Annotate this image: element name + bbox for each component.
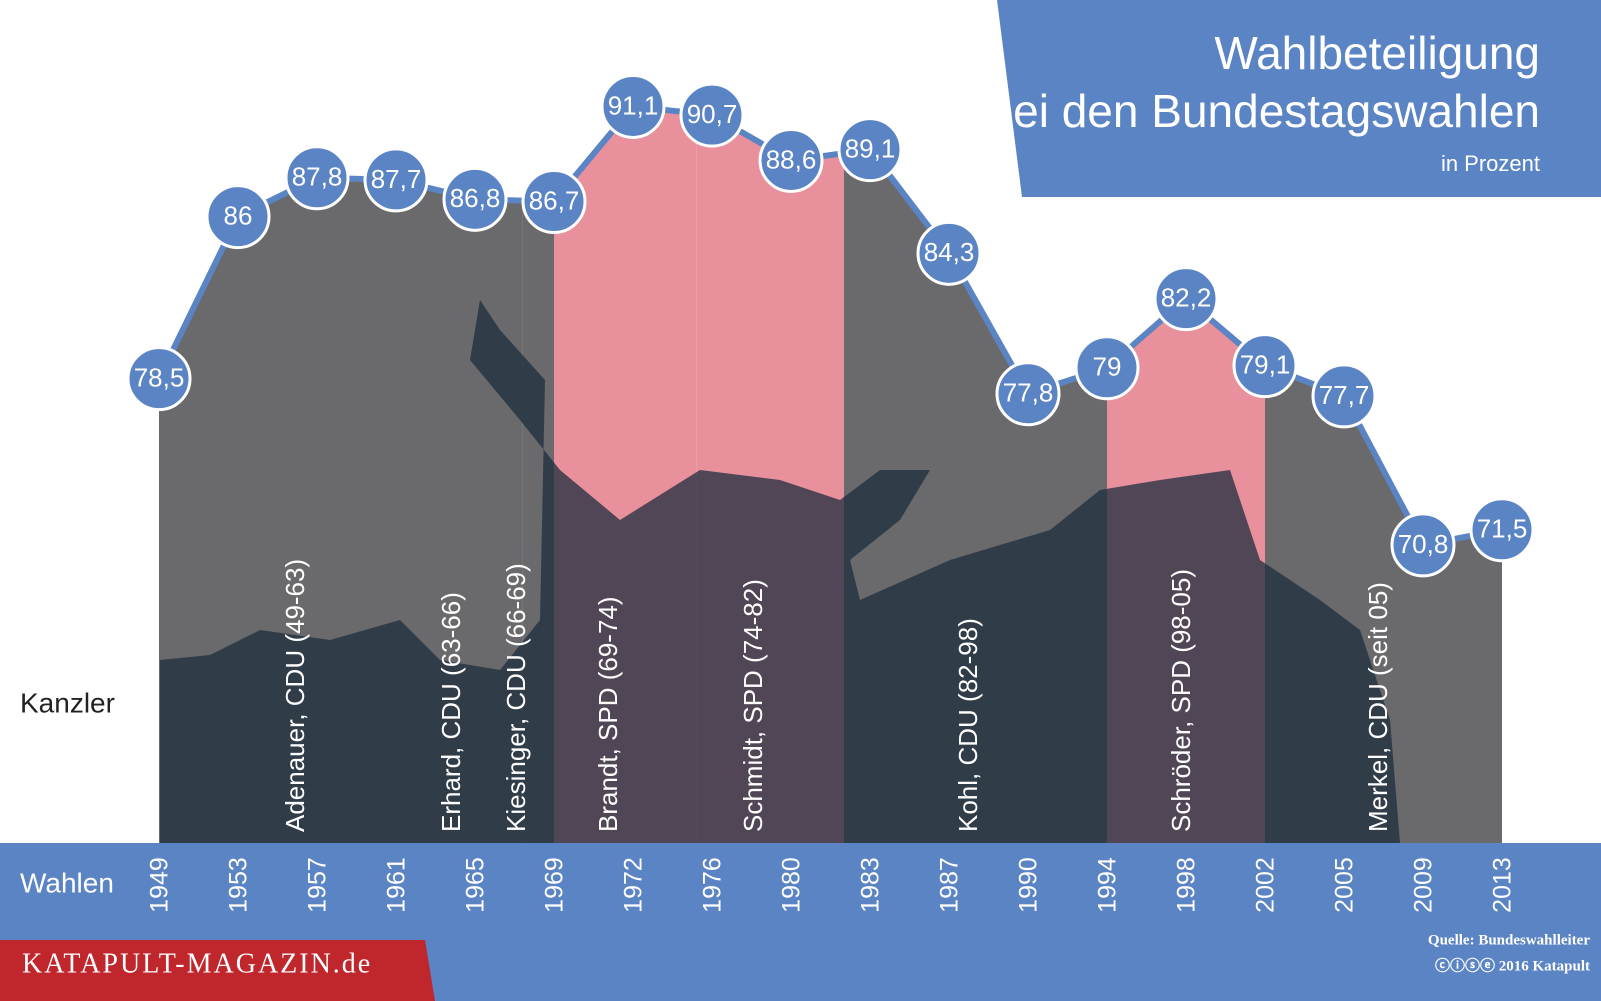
x-tick-label: 1957 <box>304 857 332 913</box>
chancellor-label: Kohl, CDU (82-98) <box>953 618 983 832</box>
chancellor-label: Kiesinger, CDU (66-69) <box>501 563 531 832</box>
data-point <box>1390 512 1456 578</box>
value-label: 70,8 <box>1398 529 1449 559</box>
brand: KATAPULT-MAGAZIN.de <box>22 948 372 979</box>
data-point <box>837 117 903 183</box>
value-label: 87,8 <box>292 162 343 192</box>
x-tick-label: 2013 <box>1489 857 1517 913</box>
x-tick-label: 1998 <box>1173 857 1201 913</box>
x-tick-label: 1980 <box>778 857 806 913</box>
brand-box <box>0 940 435 1001</box>
x-tick-label: 1961 <box>383 857 411 913</box>
value-label: 86,7 <box>529 185 580 215</box>
x-tick-label: 2009 <box>1410 857 1438 913</box>
data-point <box>679 82 745 148</box>
chancellor-label: Erhard, CDU (63-66) <box>436 592 466 832</box>
chancellor-label: Schröder, SPD (98-05) <box>1166 569 1196 832</box>
data-point <box>1153 266 1219 332</box>
value-label: 86 <box>224 200 253 230</box>
value-label: 71,5 <box>1477 514 1528 544</box>
value-label: 78,5 <box>134 362 185 392</box>
data-point <box>916 220 982 286</box>
value-label: 82,2 <box>1161 283 1212 313</box>
value-label: 91,1 <box>608 90 659 120</box>
x-tick-label: 1990 <box>1015 857 1043 913</box>
data-point <box>126 346 192 412</box>
chancellor-label: Merkel, CDU (seit 05) <box>1363 582 1393 832</box>
chancellor-label: Schmidt, SPD (74-82) <box>738 579 768 832</box>
x-tick-label: 1965 <box>462 857 490 913</box>
band-label: Kanzler <box>20 687 115 718</box>
data-point <box>600 73 666 139</box>
x-tick-label: 1994 <box>1094 857 1122 913</box>
data-point <box>442 166 508 232</box>
x-tick-label: 1983 <box>857 857 885 913</box>
x-tick-label: 1972 <box>620 857 648 913</box>
title: bei den Bundestagswahlen <box>988 85 1540 137</box>
map-silhouette <box>160 300 1400 843</box>
chancellor-label: Adenauer, CDU (49-63) <box>280 559 310 832</box>
chancellor-label: Brandt, SPD (69-74) <box>593 596 623 832</box>
value-label: 87,7 <box>371 164 422 194</box>
value-label: 86,8 <box>450 183 501 213</box>
x-tick-label: 1969 <box>541 857 569 913</box>
x-tick-label: 1987 <box>936 857 964 913</box>
foreground: Adenauer, CDU (49-63) Erhard, CDU (63-66)… <box>126 73 1535 913</box>
data-point <box>995 361 1061 427</box>
value-label: 89,1 <box>845 134 896 164</box>
data-point <box>363 147 429 213</box>
value-label: 88,6 <box>766 144 817 174</box>
x-tick-label: 1949 <box>146 857 174 913</box>
x-tick-label: 1953 <box>225 857 253 913</box>
value-label: 77,7 <box>1319 380 1370 410</box>
x-tick-label: 1976 <box>699 857 727 913</box>
copyright: ⓒⓘⓢⓔ 2016 Katapult <box>1435 956 1590 974</box>
data-point <box>284 145 350 211</box>
value-label: 79 <box>1093 352 1122 382</box>
value-label: 84,3 <box>924 237 975 267</box>
subtitle: in Prozent <box>1441 151 1540 176</box>
value-label: 79,1 <box>1240 350 1291 380</box>
source: Quelle: Bundeswahlleiter <box>1428 932 1590 948</box>
value-label: 77,8 <box>1003 378 1054 408</box>
x-axis-label: Wahlen <box>20 867 114 898</box>
x-tick-label: 2002 <box>1252 857 1280 913</box>
value-label: 90,7 <box>687 99 738 129</box>
data-point <box>1074 335 1140 401</box>
data-point <box>1469 497 1535 563</box>
title: Wahlbeteiligung <box>1214 27 1540 79</box>
x-tick-label: 2005 <box>1331 857 1359 913</box>
title-box <box>997 0 1601 197</box>
data-point <box>205 184 271 250</box>
data-point <box>758 127 824 193</box>
data-point <box>1311 363 1377 429</box>
data-point <box>521 168 587 234</box>
data-point <box>1232 333 1298 399</box>
